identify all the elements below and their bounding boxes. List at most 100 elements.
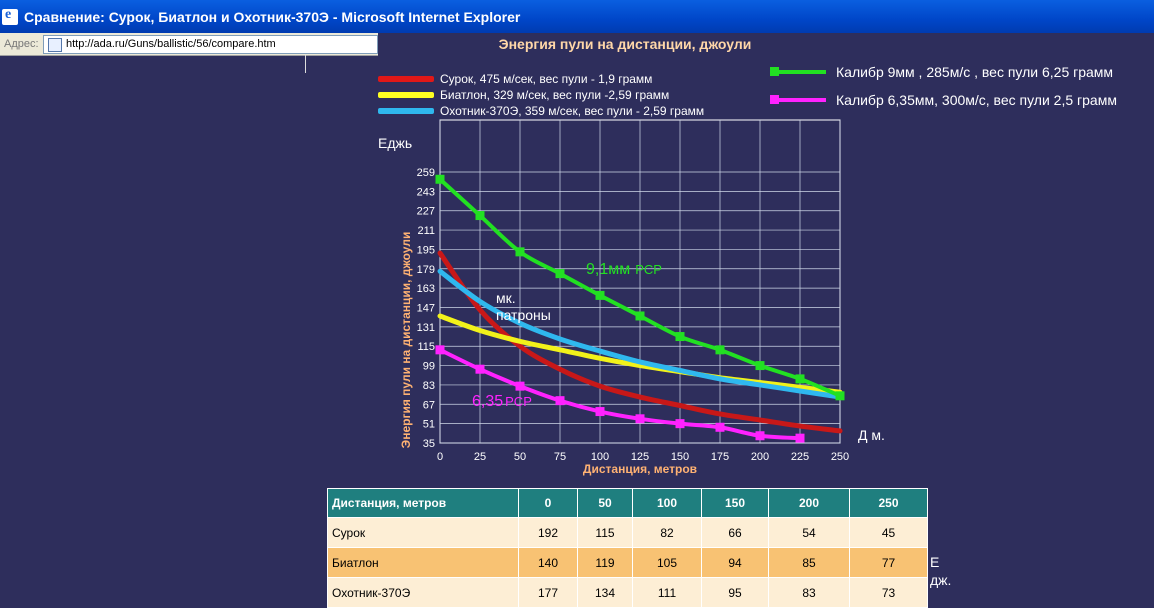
x-tick-label: 100 [591, 451, 609, 463]
table-cell: 83 [768, 577, 850, 608]
x-tick-label: 125 [631, 451, 649, 463]
address-bar: Адрес: http://ada.ru/Guns/ballistic/56/c… [0, 33, 378, 56]
address-input[interactable]: http://ada.ru/Guns/ballistic/56/compare.… [43, 35, 378, 54]
label-91mm: 9,1мм PCP [586, 261, 662, 278]
x-tick-labels: 0 25 50 75 100 125 150 175 200 225 250 [437, 451, 849, 463]
y-tick-label: 115 [417, 341, 435, 353]
data-point [435, 174, 445, 184]
x-tick-label: 250 [831, 451, 849, 463]
y-axis-label: Энергия пули на дистанции, джоули [399, 232, 413, 449]
series-line-2 [437, 268, 843, 400]
y-tick-label: 99 [423, 361, 435, 373]
legend-label: Калибр 6,35мм, 300м/с, вес пули 2,5 грам… [836, 92, 1117, 108]
energy-note-e: Е [930, 554, 940, 570]
table-cell: 85 [768, 547, 850, 578]
y-unit-label: Еджь [378, 135, 412, 151]
series-line-4 [438, 347, 802, 441]
energy-note-dzh: дж. [930, 572, 952, 588]
table-cell: 66 [701, 517, 769, 548]
legend-label: Охотник-370Э, 359 м/сек, вес пули - 2,59… [440, 104, 705, 118]
legend-item-biatlon: Биатлон, 329 м/сек, вес пули -2,59 грамм [378, 88, 669, 102]
table-row: Сурок 192 115 82 66 54 45 [327, 517, 928, 548]
table-cell: 192 [518, 517, 578, 548]
table-cell: 115 [577, 517, 633, 548]
legend-item-okhotnik: Охотник-370Э, 359 м/сек, вес пули - 2,59… [378, 104, 704, 118]
table-cell: 94 [701, 547, 769, 578]
table-header-row: Дистанция, метров 0 50 100 150 200 250 [327, 488, 928, 518]
y-tick-label: 131 [417, 322, 435, 334]
x-tick-label: 225 [791, 451, 809, 463]
table-cell: 140 [518, 547, 578, 578]
x-tick-label: 200 [751, 451, 769, 463]
table-header-cell: 0 [518, 488, 578, 518]
y-tick-label: 211 [417, 225, 435, 237]
series-line-1 [437, 313, 843, 395]
table-cell: 54 [768, 517, 850, 548]
legend-item-9mm: Калибр 9мм , 285м/с , вес пули 6,25 грам… [770, 64, 1113, 80]
x-unit-label: Д м. [858, 427, 885, 443]
data-point [475, 211, 485, 221]
label-small-1: мк. [496, 290, 516, 306]
divider [305, 55, 306, 73]
table-cell: 82 [632, 517, 702, 548]
table-cell: Биатлон [327, 547, 519, 578]
x-tick-label: 0 [437, 451, 443, 463]
series-line-0 [437, 250, 843, 434]
table-header-cell: 250 [849, 488, 928, 518]
legend-label: Биатлон, 329 м/сек, вес пули -2,59 грамм [440, 88, 670, 102]
table-header-cell: 150 [701, 488, 769, 518]
table-header-cell: Дистанция, метров [327, 488, 519, 518]
energy-table: Дистанция, метров 0 50 100 150 200 250 С… [327, 488, 928, 608]
x-tick-label: 175 [711, 451, 729, 463]
legend-item-surok: Сурок, 475 м/сек, вес пули - 1,9 грамм [378, 72, 652, 86]
address-url: http://ada.ru/Guns/ballistic/56/compare.… [66, 38, 276, 50]
legend-swatch [378, 76, 434, 82]
label-small-2: патроны [496, 307, 551, 323]
data-point [835, 391, 845, 401]
data-point [755, 431, 765, 441]
legend-swatch [378, 108, 434, 114]
data-point [555, 396, 565, 406]
table-cell: 77 [849, 547, 928, 578]
data-point [715, 422, 725, 432]
table-header-cell: 50 [577, 488, 633, 518]
data-point [715, 345, 725, 355]
page-icon [48, 38, 62, 52]
table-cell: Сурок [327, 517, 519, 548]
data-point [795, 433, 805, 443]
table-cell: 73 [849, 577, 928, 608]
table-cell: 45 [849, 517, 928, 548]
table-cell: 105 [632, 547, 702, 578]
x-tick-label: 50 [514, 451, 526, 463]
data-point [595, 290, 605, 300]
label-635: 6,35 PCP [472, 393, 532, 410]
legend-item-635mm: Калибр 6,35мм, 300м/с, вес пули 2,5 грам… [770, 92, 1117, 108]
data-point [635, 311, 645, 321]
data-point [635, 414, 645, 424]
y-tick-label: 259 [417, 167, 435, 179]
y-tick-labels: 35 51 67 83 99 115 131 147 163 179 195 211 227 243 259 [417, 167, 435, 450]
address-label: Адрес: [4, 38, 39, 50]
window-title: Сравнение: Сурок, Биатлон и Охотник-370Э… [24, 8, 521, 25]
window-titlebar: Сравнение: Сурок, Биатлон и Охотник-370Э… [0, 0, 1154, 33]
data-point [755, 361, 765, 371]
legend-label: Калибр 9мм , 285м/с , вес пули 6,25 грам… [836, 64, 1114, 80]
data-point [595, 407, 605, 417]
x-axis-label: Дистанция, метров [583, 462, 697, 476]
energy-chart: 0 25 50 75 100 125 150 175 200 225 250 35 51 67 83 99 1… [378, 119, 885, 476]
table-cell: 177 [518, 577, 578, 608]
y-tick-label: 243 [417, 186, 435, 198]
ie-icon [2, 7, 18, 25]
table-row: Охотник-370Э 177 134 111 95 83 73 [327, 577, 928, 608]
data-point [515, 381, 525, 391]
y-tick-label: 35 [423, 438, 435, 450]
label-635-main: 6,35 [472, 393, 503, 410]
table-header-cell: 200 [768, 488, 850, 518]
y-tick-label: 227 [417, 206, 435, 218]
label-91mm-main: 9,1мм [586, 261, 630, 278]
label-91mm-sub: PCP [635, 262, 662, 277]
legend-swatch [770, 67, 826, 76]
data-point [475, 364, 485, 374]
chart-title: Энергия пули на дистанции, джоули [498, 36, 752, 52]
data-point [795, 374, 805, 384]
